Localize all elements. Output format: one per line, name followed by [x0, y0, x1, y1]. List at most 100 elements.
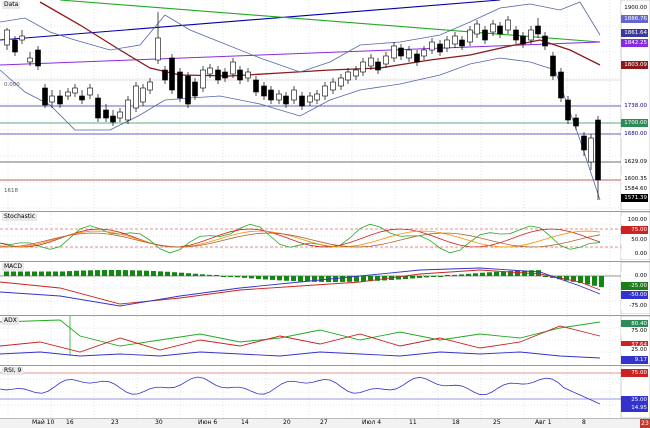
x-axis-label: 30 [155, 419, 163, 426]
macd-histogram-bar [256, 276, 261, 279]
candlestick [558, 71, 564, 99]
macd-panel-title: MACD [2, 263, 24, 271]
candlestick [169, 57, 175, 91]
macd-chart[interactable] [0, 262, 650, 314]
price-chart[interactable] [0, 0, 650, 210]
macd-histogram-bar [186, 273, 191, 276]
macd-histogram-bar [46, 271, 51, 276]
x-axis-label: 16 [66, 419, 74, 426]
adx-minus-di [0, 325, 601, 353]
candlestick [398, 47, 404, 57]
macd-histogram-bar [102, 270, 107, 276]
adx-chart[interactable] [0, 316, 650, 364]
left-grid-label: 1618 [4, 188, 18, 194]
candlestick [117, 111, 123, 119]
candlestick [222, 71, 228, 79]
stochastic-signal-line [0, 232, 601, 248]
price-scale-label: -25.00 [621, 282, 648, 290]
price-scale-label: 1803.09 [621, 61, 648, 69]
price-scale-label: 100.00 [621, 216, 648, 224]
rsi-panel[interactable]: RSI, 9 75.00 25.00 14.95 [0, 366, 650, 418]
candlestick [383, 55, 389, 65]
candlestick [253, 79, 259, 93]
pane-divider[interactable] [0, 315, 650, 316]
macd-histogram-bar [564, 276, 569, 281]
macd-histogram-bar [214, 275, 219, 276]
macd-histogram-bar [494, 271, 499, 276]
candlestick [200, 69, 206, 89]
macd-signal-line [0, 269, 601, 305]
candlestick [185, 75, 191, 105]
pane-divider[interactable] [0, 261, 650, 262]
macd-histogram-bar [109, 270, 114, 276]
stochastic-chart[interactable] [0, 212, 650, 260]
macd-histogram-bar [452, 274, 457, 276]
macd-histogram-bar [298, 276, 303, 282]
macd-histogram-bar [571, 276, 576, 282]
macd-histogram-bar [39, 271, 44, 276]
candlestick [155, 37, 161, 61]
price-scale-label: 75.00 [621, 369, 648, 377]
time-axis[interactable]: Май 10 16 23 30 Июн 6 14 20 27 Июл 4 11 … [0, 418, 650, 428]
macd-panel[interactable]: MACD 0.00 -25.00 -50.00 -75.00 [0, 262, 650, 314]
x-axis-label: 14 [241, 419, 249, 426]
macd-histogram-bar [32, 271, 37, 276]
candlestick [103, 109, 109, 119]
price-scale-label: 75.00 [621, 226, 648, 234]
candlestick [192, 81, 198, 97]
macd-histogram-bar [361, 276, 366, 282]
macd-histogram-bar [319, 276, 324, 282]
candlestick [414, 53, 420, 63]
macd-histogram-bar [585, 276, 590, 285]
candlestick [573, 117, 579, 127]
price-scale-label: 25.00 [621, 346, 648, 354]
price-scale-label: 37.64 [621, 341, 648, 349]
macd-histogram-bar [536, 270, 541, 276]
candlestick [535, 25, 541, 35]
macd-line [0, 267, 601, 307]
bollinger-upper [0, 1, 601, 73]
candlestick [95, 97, 101, 119]
price-scale-label: -50.00 [621, 291, 648, 299]
bollinger-lower [0, 57, 601, 201]
macd-histogram-bar [396, 276, 401, 280]
x-axis-label: 11 [409, 419, 417, 426]
macd-histogram-bar [487, 272, 492, 276]
macd-histogram-bar [193, 273, 198, 276]
adx-panel[interactable]: ADX 80.40 75.00 37.64 25.00 9.17 [0, 316, 650, 364]
macd-histogram-bar [312, 276, 317, 282]
x-axis-label: 25 [493, 419, 501, 426]
candlestick [452, 35, 458, 45]
macd-histogram-bar [179, 272, 184, 276]
price-scale-label: 0.00 [621, 272, 648, 280]
macd-histogram-bar [340, 276, 345, 282]
pane-divider[interactable] [0, 365, 650, 366]
candlestick [299, 95, 305, 107]
macd-histogram-bar [67, 271, 72, 276]
x-axis-label: 18 [452, 419, 460, 426]
macd-histogram-bar [543, 276, 548, 277]
price-panel[interactable]: Data 0.000 1618 1900.00 1886.76 1861.64 184… [0, 0, 650, 210]
price-scale-label: 50.00 [621, 236, 648, 244]
candlestick [110, 115, 116, 123]
stochastic-panel[interactable]: Stochastic 100.00 75.00 50.00 0.00 [0, 212, 650, 260]
macd-histogram-bar [207, 274, 212, 276]
stochastic-panel-title: Stochastic [2, 213, 38, 221]
macd-histogram-bar [445, 275, 450, 276]
adx-panel-title: ADX [2, 317, 19, 325]
macd-histogram-bar [25, 271, 30, 276]
price-scale-label: 1600.35 [621, 175, 648, 183]
candlestick [595, 119, 601, 181]
scroll-corner-button[interactable]: 23 [640, 419, 650, 428]
candlestick [542, 35, 548, 47]
macd-histogram-bar [53, 271, 58, 276]
candlestick [177, 71, 183, 99]
price-scale-label: 1900.00 [621, 4, 648, 12]
candlestick [276, 93, 282, 101]
pane-divider[interactable] [0, 211, 650, 212]
macd-histogram-bar [4, 271, 9, 276]
rsi-chart[interactable] [0, 366, 650, 418]
macd-histogram-bar [11, 271, 16, 276]
candlestick [291, 89, 297, 101]
adx-plus-di [0, 319, 601, 347]
